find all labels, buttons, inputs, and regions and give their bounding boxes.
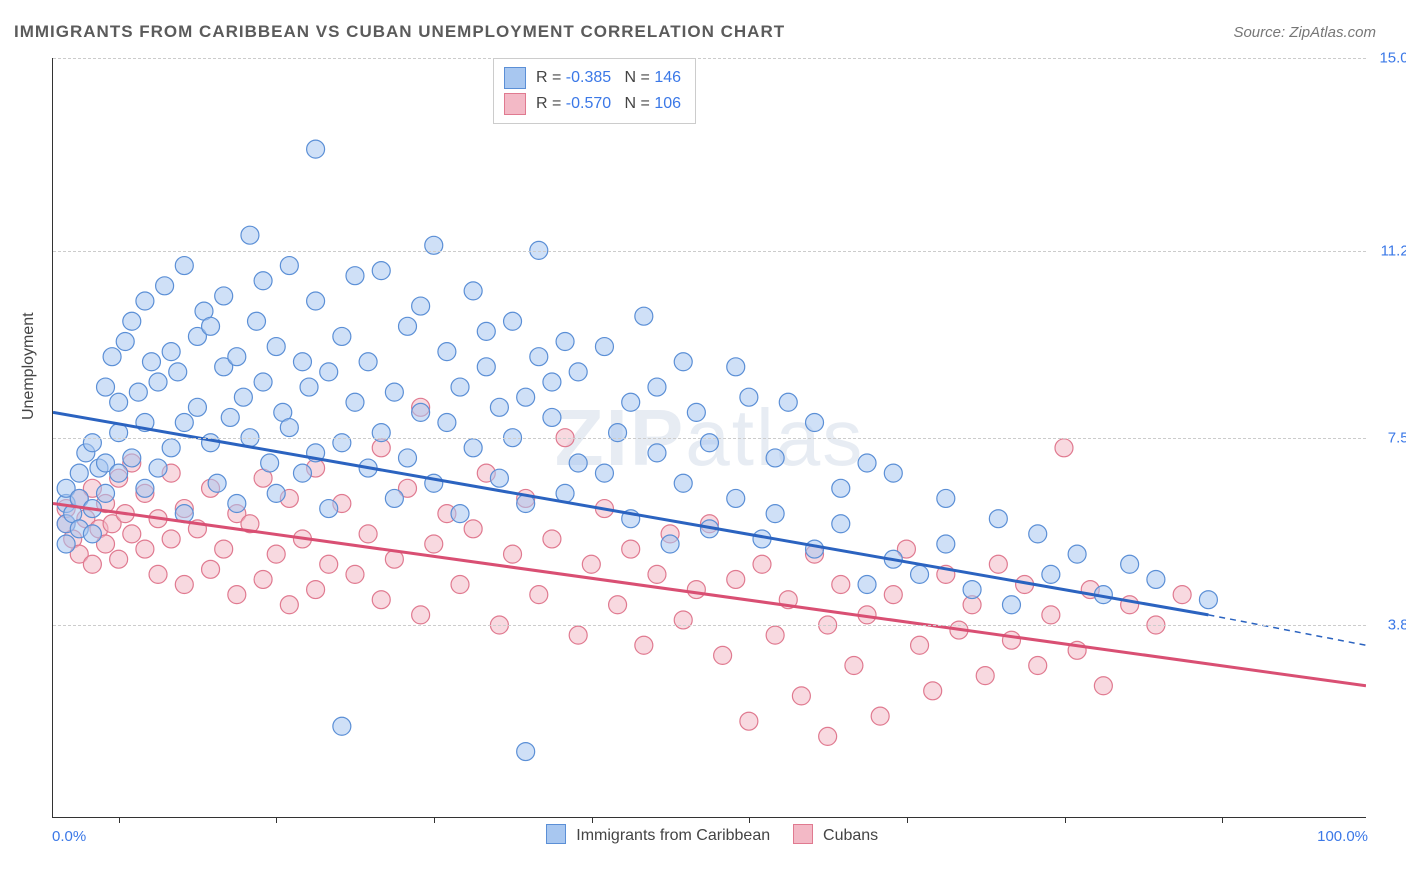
legend-swatch-b <box>793 824 813 844</box>
chart-title: IMMIGRANTS FROM CARIBBEAN VS CUBAN UNEMP… <box>14 22 785 42</box>
stat-r-value-a: -0.385 <box>566 65 611 91</box>
bottom-legend: Immigrants from Caribbean Cubans <box>0 824 1406 845</box>
correlation-stat-box: R = -0.385 N = 146 R = -0.570 N = 106 <box>493 58 696 124</box>
stat-r-value-b: -0.570 <box>566 91 611 117</box>
stat-n-value-b: 106 <box>654 91 681 117</box>
legend-label-b: Cubans <box>823 827 878 844</box>
legend-swatch-a <box>546 824 566 844</box>
stat-r-label: R = <box>536 65 561 91</box>
y-tick-label: 11.2% <box>1372 242 1406 259</box>
stat-n-label: N = <box>625 65 650 91</box>
stat-row-series-b: R = -0.570 N = 106 <box>504 91 681 117</box>
stat-r-label: R = <box>536 91 561 117</box>
y-axis-label: Unemployment <box>20 312 38 420</box>
stat-row-series-a: R = -0.385 N = 146 <box>504 65 681 91</box>
source-attribution: Source: ZipAtlas.com <box>1233 24 1376 41</box>
stat-n-label: N = <box>625 91 650 117</box>
stat-n-value-a: 146 <box>654 65 681 91</box>
y-tick-label: 3.8% <box>1372 617 1406 634</box>
y-tick-label: 7.5% <box>1372 430 1406 447</box>
stat-swatch-a <box>504 67 526 89</box>
stat-swatch-b <box>504 93 526 115</box>
y-tick-label: 15.0% <box>1372 50 1406 67</box>
plot-area: ZIPatlas R = -0.385 N = 146 R = -0.570 N… <box>52 58 1366 818</box>
legend-label-a: Immigrants from Caribbean <box>576 827 770 844</box>
